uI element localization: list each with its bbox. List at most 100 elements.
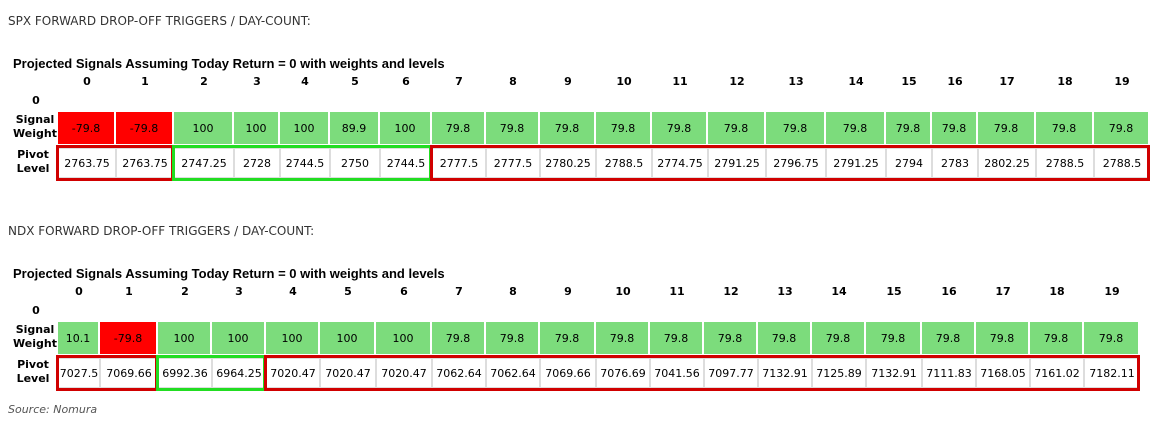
signal-weight: 79.8 [486,322,540,354]
day-header: 4 [301,75,309,88]
signal-weight: 100 [174,112,234,144]
signal-weight: 79.8 [432,322,486,354]
day-header: 9 [564,285,572,298]
table-subtitle: Projected Signals Assuming Today Return … [13,266,445,281]
day-header: 17 [995,285,1011,298]
day-header: 12 [729,75,745,88]
pivot-level: 7020.47 [266,358,320,388]
signal-weight: 79.8 [886,112,932,144]
day-header: 6 [400,285,408,298]
day-header: 8 [509,75,517,88]
pivot-level: 2794 [886,148,932,178]
day-header: 10 [616,75,632,88]
signal-weight: 79.8 [596,322,650,354]
pivot-level: 2788.5 [596,148,652,178]
pivot-level: 7076.69 [596,358,650,388]
day-header: 1 [141,75,149,88]
signal-weight: 79.8 [978,112,1036,144]
day-header: 16 [947,75,963,88]
pivot-level: 2791.25 [826,148,886,178]
signal-weight: 10.1 [58,322,100,354]
signal-weight: -79.8 [100,322,158,354]
row-label: Pivot Level [16,358,50,385]
pivot-level: 2774.75 [652,148,708,178]
highlight-box [264,355,1140,391]
pivot-level: 2747.25 [174,148,234,178]
pivot-level: 7020.47 [376,358,432,388]
pivot-level: 2750 [330,148,380,178]
pivot-level: 2783 [932,148,978,178]
day-header: 0 [83,75,91,88]
signal-weight: 100 [380,112,432,144]
pivot-level: 2788.5 [1036,148,1094,178]
pivot-level: 7069.66 [540,358,596,388]
pivot-level: 2763.75 [58,148,116,178]
signal-weight: 79.8 [432,112,486,144]
pivot-level: 2763.75 [116,148,174,178]
signal-weight: 79.8 [486,112,540,144]
day-header: 12 [723,285,739,298]
signal-weight: 100 [320,322,376,354]
day-header: 18 [1049,285,1065,298]
signal-weight: 100 [376,322,432,354]
pivot-level: 6964.25 [212,358,266,388]
day-header: 10 [615,285,631,298]
pivot-level: 2780.25 [540,148,596,178]
day-header: 14 [831,285,847,298]
signal-weight: -79.8 [58,112,116,144]
day-header: 1 [125,285,133,298]
pivot-level: 7125.89 [812,358,866,388]
pivot-level: 7020.47 [320,358,376,388]
signal-weight: -79.8 [116,112,174,144]
signal-weight: 79.8 [650,322,704,354]
pivot-level: 7097.77 [704,358,758,388]
day-header: 19 [1104,285,1120,298]
day-header: 2 [200,75,208,88]
row-label: Signal Weight [13,323,57,350]
signal-weight: 79.8 [1084,322,1140,354]
day-header: 7 [455,75,463,88]
pivot-level: 7069.66 [100,358,158,388]
highlight-box [430,145,1150,181]
day-header: 9 [564,75,572,88]
pivot-level: 7182.11 [1084,358,1140,388]
pivot-level: 2777.5 [432,148,486,178]
signal-weight: 79.8 [704,322,758,354]
pivot-level: 2728 [234,148,280,178]
highlight-box [56,355,158,391]
signal-weight: 100 [212,322,266,354]
source: Source: Nomura [8,403,98,416]
signal-weight: 79.8 [1036,112,1094,144]
signal-weight: 79.8 [1030,322,1084,354]
signal-weight: 79.8 [596,112,652,144]
pivot-level: 2802.25 [978,148,1036,178]
day-header: 11 [672,75,688,88]
day-header: 13 [788,75,804,88]
corner-label: 0 [32,304,40,317]
highlight-box [156,355,266,391]
pivot-level: 2744.5 [280,148,330,178]
signal-weight: 100 [280,112,330,144]
signal-weight: 100 [158,322,212,354]
day-header: 15 [901,75,917,88]
day-header: 18 [1057,75,1073,88]
day-header: 3 [253,75,261,88]
highlight-box [172,145,432,181]
pivot-level: 7062.64 [432,358,486,388]
signal-weight: 79.8 [1094,112,1150,144]
highlight-box [56,145,174,181]
day-header: 7 [455,285,463,298]
pivot-level: 2791.25 [708,148,766,178]
signal-weight: 79.8 [652,112,708,144]
pivot-level: 7062.64 [486,358,540,388]
day-header: 16 [941,285,957,298]
signal-weight: 79.8 [826,112,886,144]
pivot-level: 2796.75 [766,148,826,178]
signal-weight: 100 [234,112,280,144]
day-header: 11 [669,285,685,298]
signal-weight: 79.8 [708,112,766,144]
pivot-level: 2788.5 [1094,148,1150,178]
day-header: 14 [848,75,864,88]
signal-weight: 79.8 [866,322,922,354]
